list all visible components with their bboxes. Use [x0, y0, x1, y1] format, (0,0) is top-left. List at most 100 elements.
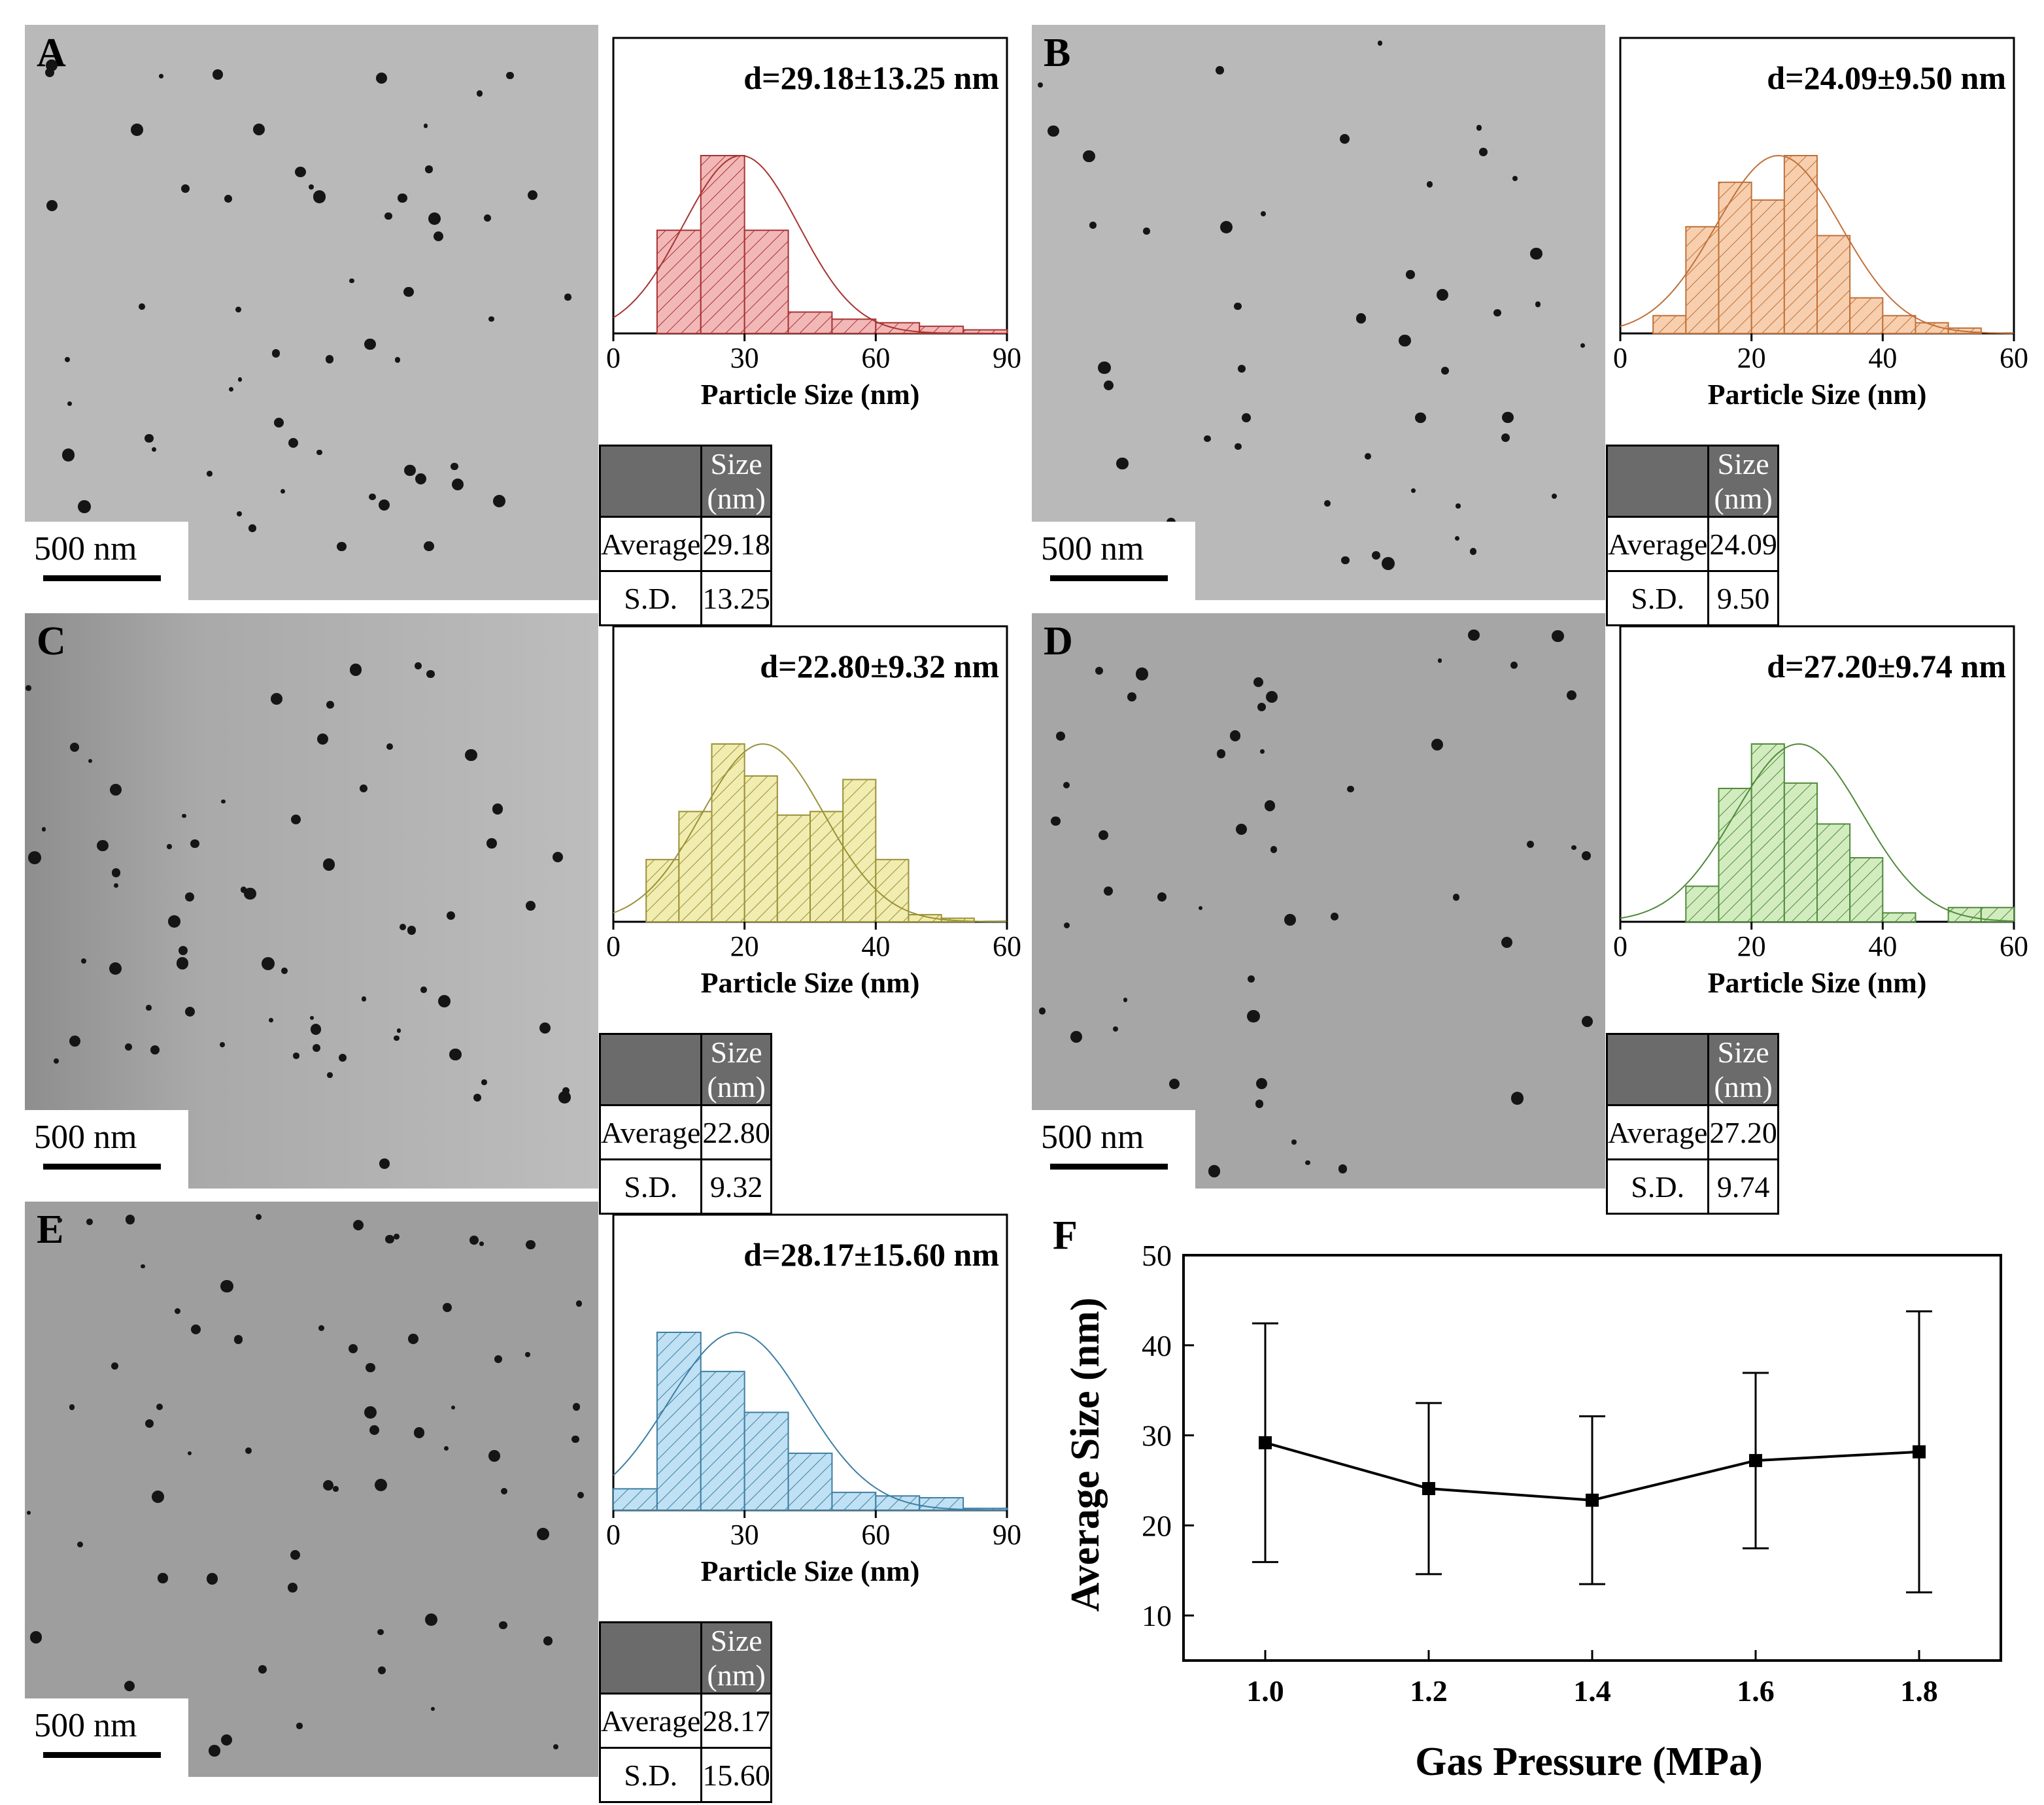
row-label-average: Average: [1605, 516, 1710, 572]
nanoparticle: [41, 827, 46, 832]
nanoparticle: [425, 1613, 438, 1627]
nanoparticle: [1493, 309, 1502, 317]
nanoparticle: [81, 958, 87, 964]
nanoparticle: [415, 473, 427, 485]
histogram-bar-hatch: [679, 811, 712, 922]
tem-image-d: D 500 nm: [1032, 613, 1605, 1189]
nanoparticle: [1168, 1078, 1180, 1089]
histogram-bar-hatch: [1981, 907, 2014, 922]
nanoparticle: [207, 471, 213, 477]
nanoparticle: [1098, 830, 1109, 841]
x-tick-label: 0: [1613, 930, 1627, 962]
tem-image-c: C 500 nm: [25, 613, 598, 1189]
nanoparticle: [178, 945, 188, 955]
nanoparticle: [1454, 536, 1459, 541]
nanoparticle: [1347, 785, 1354, 793]
nanoparticle: [1255, 1077, 1268, 1090]
nanoparticle: [428, 212, 441, 225]
nanoparticle: [1123, 997, 1128, 1002]
y-axis-label: Average Size (nm): [1063, 1298, 1108, 1612]
nanoparticle: [385, 1234, 394, 1244]
nanoparticle: [1253, 677, 1264, 688]
x-axis-label: Gas Pressure (MPa): [1415, 1740, 1762, 1784]
y-tick-label: 50: [1142, 1239, 1172, 1272]
sd-value: 9.32: [700, 1158, 772, 1215]
nanoparticle: [368, 493, 376, 501]
nanoparticle: [377, 1628, 384, 1636]
nanoparticle: [252, 124, 265, 136]
nanoparticle: [109, 962, 122, 975]
nanoparticle: [325, 355, 333, 363]
histogram-bar-hatch: [1882, 315, 1916, 333]
histogram-c: 0 20 40 60 d=22.80±9.32 nm Particle Size (nm): [588, 615, 1033, 1007]
nanoparticle: [426, 669, 435, 679]
histogram-x-label: Particle Size (nm): [701, 1555, 920, 1587]
nanoparticle: [1234, 302, 1242, 310]
nanoparticle: [77, 500, 91, 514]
x-tick-label: 0: [606, 342, 621, 374]
nanoparticle: [1157, 892, 1167, 902]
nanoparticle: [290, 1549, 301, 1560]
nanoparticle: [65, 357, 71, 363]
nanoparticle: [414, 662, 422, 670]
histogram-x-label: Particle Size (nm): [1708, 967, 1927, 999]
histogram-svg: 0 20 40 60 d=27.20±9.74 nm Particle Size (nm): [1613, 625, 2028, 999]
scale-bar-label: 500 nm: [34, 530, 137, 567]
table-header-blank: [1605, 445, 1710, 518]
nanoparticle: [1323, 499, 1331, 507]
nanoparticle: [1469, 548, 1477, 556]
nanoparticle: [1247, 975, 1255, 983]
nanoparticle: [145, 433, 154, 443]
nanoparticle: [1456, 503, 1461, 509]
average-value: 28.17: [700, 1693, 772, 1749]
nanoparticle: [308, 184, 314, 190]
nanoparticle: [397, 1028, 401, 1033]
nanoparticle: [270, 692, 282, 705]
nanoparticle: [1255, 1099, 1264, 1108]
nanoparticle: [403, 286, 414, 297]
nanoparticle: [1552, 494, 1557, 499]
histogram-bar-hatch: [656, 1332, 701, 1510]
nanoparticle: [562, 1087, 570, 1094]
histogram-bar-hatch: [941, 918, 974, 922]
nanoparticle: [1526, 840, 1535, 849]
row-label-sd: S.D.: [1605, 1158, 1710, 1215]
nanoparticle: [1468, 629, 1480, 641]
nanoparticle: [425, 165, 433, 173]
nanoparticle: [1512, 176, 1518, 182]
nanoparticle: [1204, 435, 1211, 443]
data-point: [1259, 1436, 1272, 1449]
data-point: [1586, 1493, 1599, 1507]
nanoparticle: [1260, 749, 1265, 754]
data-point: [1749, 1454, 1762, 1468]
x-tick-label: 1.4: [1573, 1674, 1611, 1708]
histogram-bar-hatch: [1882, 913, 1916, 922]
histogram-e: 0 30 60 90 d=28.17±15.60 nm Particle Size (nm…: [588, 1203, 1033, 1595]
nanoparticle: [379, 499, 390, 511]
nanoparticle: [525, 1352, 530, 1357]
histogram-bar-hatch: [876, 1496, 920, 1510]
nanoparticle: [364, 1406, 377, 1419]
stats-table-d: Size (nm) Average 27.20 S.D. 9.74: [1605, 1033, 1779, 1215]
nanoparticle: [281, 967, 288, 974]
row-label-sd: S.D.: [1605, 570, 1710, 626]
panel-f: F Gas Pressure (MPa) Average Size (nm) 1…: [1033, 1203, 2040, 1798]
nanoparticle: [1037, 82, 1044, 88]
nanoparticle: [473, 1093, 482, 1102]
nanoparticle: [1377, 41, 1383, 46]
scale-bar: 500 nm: [25, 1110, 188, 1189]
nanoparticle: [369, 1425, 380, 1435]
histogram-svg: 0 20 40 60 d=22.80±9.32 nm Particle Size (nm): [606, 625, 1021, 999]
nanoparticle: [376, 73, 387, 84]
nanoparticle: [316, 449, 322, 456]
nanoparticle: [424, 124, 428, 128]
table-header-size: Size (nm): [1707, 1033, 1779, 1106]
nanoparticle: [552, 852, 563, 863]
nanoparticle: [1070, 1031, 1082, 1043]
nanoparticle: [248, 524, 256, 532]
histogram-svg: 0 20 40 60 d=24.09±9.50 nm Particle Size (nm): [1613, 37, 2028, 411]
fit-curve: [1620, 154, 2015, 334]
nanoparticle: [384, 212, 392, 220]
histogram-bar-hatch: [1718, 788, 1752, 922]
scale-bar-line: [1050, 1164, 1168, 1170]
